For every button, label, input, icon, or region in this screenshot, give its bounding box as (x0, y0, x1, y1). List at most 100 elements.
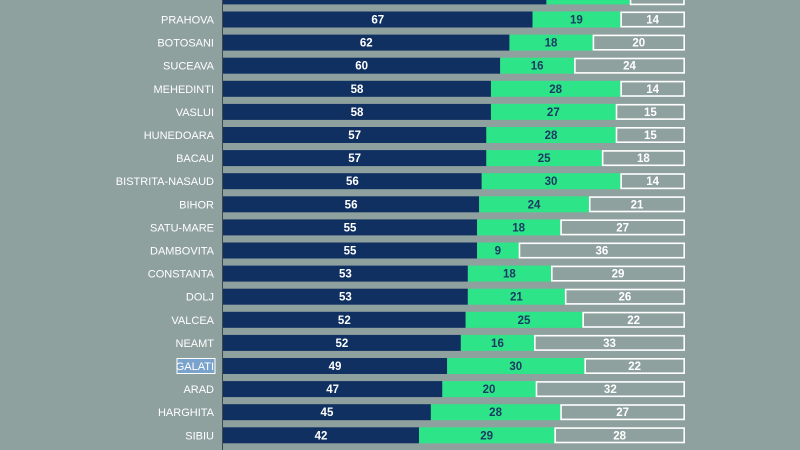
bar-vaslui-series-3 (615, 103, 685, 120)
category-highlight-box (176, 358, 216, 374)
category-label-harghita: HARGHITA (158, 407, 215, 419)
bar-bacau-series-1 (223, 150, 487, 167)
bar-galati-series-1 (223, 358, 448, 374)
value-label-harghita-series-3: 27 (616, 407, 629, 419)
bars-layer (223, 0, 686, 444)
bar-dolj-series-3 (564, 288, 685, 305)
value-label-bacau-series-3: 18 (637, 153, 650, 165)
value-label-arad-series-1: 47 (326, 384, 339, 396)
bar-mehedinti-series-2 (490, 80, 621, 97)
value-label-satu-mare-series-1: 55 (344, 222, 357, 234)
value-label-valcea-series-3: 22 (627, 315, 640, 327)
category-label-dambovita: DAMBOVITA (150, 246, 215, 258)
value-label-hunedoara-series-2: 28 (545, 130, 558, 142)
value-label-mehedinti-series-3: 14 (646, 84, 659, 96)
bar-constanta-series-2 (467, 265, 552, 282)
value-label-bistrita-nasaud-series-2: 30 (545, 176, 558, 188)
bar-satu-mare-series-2 (477, 219, 561, 236)
bar-neamt-series-1 (223, 334, 461, 351)
bar-bihor-series-1 (223, 196, 480, 213)
bar-valcea-series-3 (582, 311, 686, 328)
bar-dolj-series-2 (467, 288, 565, 305)
bar-sibiu-series-3 (554, 427, 686, 444)
category-label-vaslui: VASLUI (176, 107, 214, 119)
bar-prahova-series-2 (532, 11, 621, 28)
category-label-hunedoara: HUNEDOARA (144, 130, 215, 142)
bar-botosani-series-2 (509, 34, 593, 51)
bar-constanta-series-3 (551, 265, 686, 282)
bar-prahova-series-3 (620, 11, 685, 28)
category-label-arad: ARAD (183, 384, 214, 396)
value-label-bihor-series-3: 21 (631, 199, 644, 211)
value-label-vaslui-series-2: 27 (547, 107, 560, 119)
category-label-dolj: DOLJ (186, 292, 214, 304)
value-label-hunedoara-series-1: 57 (348, 130, 361, 142)
value-label-bihor-series-1: 56 (345, 199, 358, 211)
value-label-dolj-series-3: 26 (619, 292, 632, 304)
value-label-galati-series-2: 30 (509, 361, 522, 373)
category-label-mehedinti: MEHEDINTI (154, 84, 215, 96)
bar-dambovita-series-3 (518, 242, 685, 259)
value-label-satu-mare-series-2: 18 (512, 222, 525, 234)
value-label-dambovita-series-2: 9 (495, 246, 501, 258)
bar-sibiu-series-1 (223, 427, 419, 444)
category-label-suceava: SUCEAVA (163, 61, 215, 73)
category-label-prahova: PRAHOVA (161, 15, 215, 27)
bar-hunedoara-series-2 (486, 127, 616, 143)
value-label-arad-series-3: 32 (604, 384, 617, 396)
value-label-suceava-series-3: 24 (623, 61, 636, 73)
category-label-botosani: BOTOSANI (157, 38, 214, 50)
bar-dambovita-series-2 (477, 242, 519, 259)
value-label-botosani-series-3: 20 (632, 38, 645, 50)
value-label-neamt-series-3: 33 (603, 338, 616, 350)
value-label-constanta-series-2: 18 (503, 269, 516, 281)
bar-valcea-series-1 (223, 311, 466, 328)
value-label-arad-series-2: 20 (483, 384, 496, 396)
value-label-harghita-series-2: 28 (489, 407, 502, 419)
category-label-galati: GALATI (176, 361, 214, 373)
category-label-constanta: CONSTANTA (148, 269, 215, 281)
bar-cropped-top-series-3 (629, 0, 685, 6)
value-label-constanta-series-1: 53 (339, 269, 352, 281)
value-label-mehedinti-series-1: 58 (351, 84, 364, 96)
bar-suceava-series-1 (223, 57, 501, 74)
bar-bacau-series-3 (601, 150, 686, 167)
bar-bihor-series-3 (588, 196, 686, 213)
value-label-prahova-series-3: 14 (646, 15, 659, 27)
category-label-bacau: BACAU (176, 153, 214, 165)
bar-neamt-series-2 (460, 334, 535, 351)
value-label-botosani-series-1: 62 (360, 38, 373, 50)
bar-dambovita-series-1 (223, 242, 478, 259)
labels-layer: 67 19 14 PRAHOVA 62 18 20 BOTOSANI 60 16 24 SUCEAVA… (116, 15, 660, 443)
bar-botosani-series-1 (223, 34, 510, 51)
category-label-bihor: BIHOR (179, 199, 214, 211)
bar-bistrita-nasaud-series-2 (481, 173, 621, 190)
value-label-neamt-series-2: 16 (491, 338, 504, 350)
value-label-bihor-series-2: 24 (528, 199, 541, 211)
value-label-prahova-series-1: 67 (371, 15, 384, 27)
value-label-constanta-series-3: 29 (612, 269, 625, 281)
value-label-vaslui-series-1: 58 (351, 107, 364, 119)
value-label-dambovita-series-1: 55 (344, 246, 357, 258)
bar-vaslui-series-2 (490, 103, 616, 120)
bar-botosani-series-3 (592, 34, 686, 51)
category-label-satu-mare: SATU-MARE (150, 222, 214, 234)
bar-harghita-series-3 (560, 404, 685, 421)
bar-dolj-series-1 (223, 288, 468, 305)
value-label-hunedoara-series-3: 15 (644, 130, 657, 142)
bar-hunedoara-series-3 (615, 127, 685, 144)
bar-harghita-series-2 (430, 404, 561, 421)
value-label-sibiu-series-1: 42 (315, 430, 328, 442)
category-label-neamt: NEAMT (176, 338, 215, 350)
bar-satu-mare-series-1 (223, 219, 478, 236)
value-label-dolj-series-1: 53 (339, 292, 352, 304)
bar-prahova-series-1 (223, 11, 533, 28)
value-label-mehedinti-series-2: 28 (549, 84, 562, 96)
category-label-valcea: VALCEA (171, 315, 214, 327)
value-label-valcea-series-2: 25 (518, 315, 531, 327)
value-label-sibiu-series-2: 29 (480, 430, 493, 442)
bar-cropped-top-series-1 (223, 0, 547, 5)
bar-arad-series-2 (442, 381, 536, 398)
value-label-satu-mare-series-3: 27 (616, 222, 629, 234)
